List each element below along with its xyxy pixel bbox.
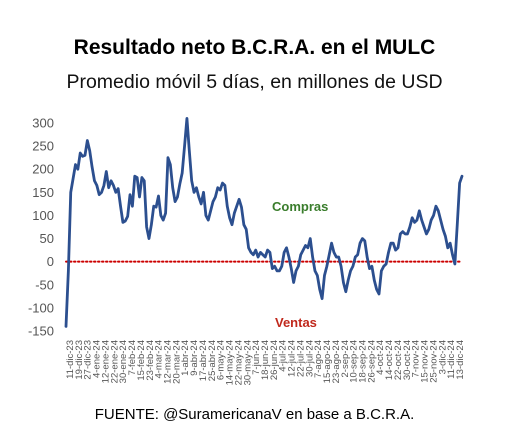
x-tick-label: 14-may-24: [225, 340, 236, 385]
x-tick-label: 6-may-24: [216, 340, 227, 380]
y-tick-label: 0: [47, 254, 54, 269]
x-tick-label: 26-jun-24: [269, 340, 280, 380]
x-tick-label: 4-jul-24: [278, 340, 289, 372]
x-tick-label: 15-nov-24: [420, 340, 431, 383]
y-tick-label: 50: [40, 231, 54, 246]
x-tick-label: 30-may-24: [242, 340, 253, 385]
x-tick-label: 25-abr-24: [207, 340, 218, 381]
chart-title: Resultado neto B.C.R.A. en el MULC: [73, 36, 436, 59]
y-tick-label: 300: [32, 116, 54, 131]
x-axis: 11-dic-2319-dic-2327-dic-234-ene-2412-en…: [65, 340, 466, 385]
x-tick-label: 25-nov-24: [428, 340, 439, 383]
x-tick-label: 7-ago-24: [313, 340, 324, 378]
y-tick-label: 250: [32, 139, 54, 154]
x-tick-label: 9-abr-24: [189, 340, 200, 376]
source-footer: FUENTE: @SuramericanaV en base a B.C.R.A…: [94, 406, 415, 423]
x-tick-label: 4-ene-24: [92, 340, 103, 378]
series-group: [64, 116, 464, 328]
x-tick-label: 7-jun-24: [251, 340, 262, 375]
x-tick-label: 22-oct-24: [393, 340, 404, 380]
x-tick-label: 2-sep-24: [340, 340, 351, 378]
x-tick-label: 15-feb-24: [136, 340, 147, 381]
x-tick-label: 13-dic-24: [455, 340, 466, 380]
x-tick-label: 4-oct-24: [375, 340, 386, 375]
x-tick-label: 18-sep-24: [358, 340, 369, 383]
x-tick-label: 23-feb-24: [145, 340, 156, 381]
y-axis: 300 250 200 150 100 50 0 -50 -100 -150: [28, 116, 54, 339]
x-tick-label: 30-jul-24: [304, 340, 315, 377]
x-tick-label: 12-jul-24: [287, 340, 298, 377]
x-tick-label: 30-oct-24: [402, 340, 413, 380]
x-tick-label: 19-dic-23: [74, 340, 85, 380]
x-tick-label: 7-nov-24: [411, 340, 422, 378]
y-tick-label: -150: [28, 324, 54, 339]
annotation-ventas: Ventas: [275, 315, 317, 330]
x-tick-label: 27-dic-23: [83, 340, 94, 380]
y-tick-label: -50: [35, 277, 54, 292]
x-tick-label: 23-ago-24: [331, 340, 342, 383]
x-tick-label: 15-ago-24: [322, 340, 333, 383]
x-tick-label: 4-mar-24: [154, 340, 165, 379]
x-tick-label: 22-may-24: [233, 340, 244, 385]
y-tick-label: 150: [32, 185, 54, 200]
x-tick-label: 22-jul-24: [296, 340, 307, 377]
x-tick-label: 7-feb-24: [127, 340, 138, 375]
x-tick-label: 22-ene-24: [109, 340, 120, 383]
x-tick-label: 1-abr-24: [180, 340, 191, 376]
x-tick-label: 30-ene-24: [118, 340, 129, 383]
x-tick-label: 26-sep-24: [366, 340, 377, 383]
x-tick-label: 20-mar-24: [171, 340, 182, 384]
y-tick-label: 200: [32, 162, 54, 177]
x-tick-label: 18-jun-24: [260, 340, 271, 380]
x-tick-label: 10-sep-24: [349, 340, 360, 383]
x-tick-label: 12-ene-24: [101, 340, 112, 383]
series-line: [64, 116, 464, 328]
x-tick-label: 3-dic-24: [437, 340, 448, 374]
x-tick-label: 11-dic-24: [446, 340, 457, 379]
x-tick-label: 17-abr-24: [198, 340, 209, 381]
x-tick-label: 11-dic-23: [65, 340, 76, 379]
x-tick-label: 14-oct-24: [384, 340, 395, 380]
x-tick-label: 12-mar-24: [163, 340, 174, 384]
annotation-compras: Compras: [272, 199, 328, 214]
chart-subtitle: Promedio móvil 5 días, en millones de US…: [66, 71, 443, 93]
y-tick-label: -100: [28, 300, 54, 315]
y-tick-label: 100: [32, 208, 54, 223]
